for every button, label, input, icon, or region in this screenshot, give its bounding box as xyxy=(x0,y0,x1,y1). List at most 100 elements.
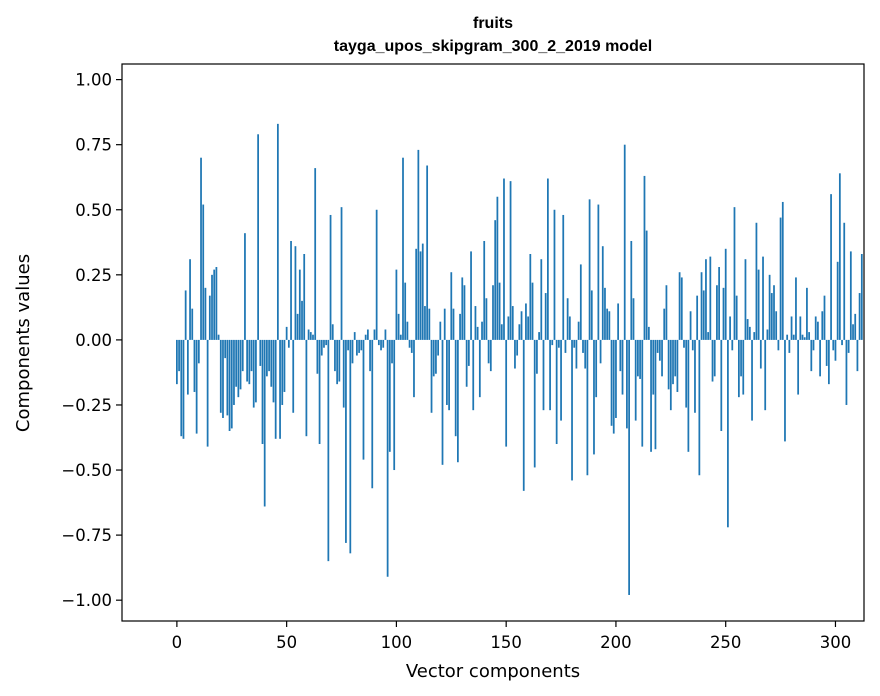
bar xyxy=(204,287,207,340)
bar xyxy=(489,339,492,372)
bar xyxy=(694,339,696,413)
bar xyxy=(338,339,341,382)
bar xyxy=(733,207,736,340)
bar xyxy=(349,339,352,554)
bar xyxy=(446,339,448,405)
plot-frame xyxy=(121,63,865,622)
bar xyxy=(757,269,760,340)
bar xyxy=(244,233,246,340)
bar xyxy=(667,339,670,390)
bar xyxy=(478,339,481,398)
bar xyxy=(369,339,371,372)
bar xyxy=(287,339,290,348)
bar xyxy=(806,287,808,340)
bar xyxy=(345,339,347,543)
x-tick-label: 50 xyxy=(276,633,297,652)
bar xyxy=(790,316,793,340)
bar xyxy=(432,339,435,377)
bar xyxy=(601,246,604,340)
bar xyxy=(669,339,672,411)
bar xyxy=(705,259,707,340)
bar xyxy=(689,311,692,340)
bar xyxy=(724,248,727,340)
y-tick-label: 0.50 xyxy=(75,201,112,220)
y-axis-label: Components values xyxy=(13,254,34,432)
bar xyxy=(507,316,510,340)
bar xyxy=(564,339,567,353)
bar xyxy=(716,285,718,340)
bar xyxy=(823,295,826,340)
bar xyxy=(810,339,813,372)
y-tick-label: −0.50 xyxy=(61,461,112,480)
x-tick-label: 100 xyxy=(381,633,413,652)
bar xyxy=(323,339,325,348)
bar xyxy=(575,339,578,369)
bar xyxy=(492,285,494,340)
bar xyxy=(516,339,519,356)
bar xyxy=(250,339,253,372)
chart-title: fruits xyxy=(473,15,513,32)
bar xyxy=(628,339,630,595)
bar xyxy=(621,339,624,395)
bar xyxy=(812,339,815,351)
bar xyxy=(788,339,791,353)
bar xyxy=(746,319,749,340)
bar xyxy=(737,339,740,398)
x-tick-label: 200 xyxy=(600,633,632,652)
bar xyxy=(239,339,242,390)
y-tick-label: 0.75 xyxy=(75,136,112,155)
bar xyxy=(226,339,229,416)
bar xyxy=(246,339,249,382)
bar xyxy=(762,256,764,340)
bar xyxy=(222,339,224,418)
bar xyxy=(634,339,637,421)
bar xyxy=(781,201,784,340)
bar xyxy=(832,339,835,351)
bar xyxy=(779,217,782,340)
bar xyxy=(206,339,209,447)
bar xyxy=(590,290,593,340)
x-axis-ticks: 0 50 100 150 200 250 300 xyxy=(172,621,851,652)
bar xyxy=(237,339,240,398)
bar xyxy=(718,267,720,340)
bar xyxy=(533,339,536,468)
bar xyxy=(663,308,666,340)
bar xyxy=(654,339,657,450)
bar xyxy=(327,339,330,562)
bar xyxy=(560,339,562,421)
bar xyxy=(830,194,832,340)
bar xyxy=(817,321,819,340)
bar xyxy=(856,339,859,372)
bar xyxy=(373,329,376,340)
bar xyxy=(672,339,674,385)
bar xyxy=(325,339,328,346)
bar xyxy=(814,316,817,340)
bar xyxy=(547,178,549,340)
bar xyxy=(784,339,786,442)
bar xyxy=(470,251,472,340)
bar xyxy=(334,339,336,372)
bar xyxy=(483,240,486,340)
bar xyxy=(685,339,688,408)
bar xyxy=(371,339,374,489)
bar xyxy=(775,311,778,340)
y-axis-ticks: 1.00 0.75 0.50 0.25 0.00 −0.25 −0.50 −0.75 −1.00 xyxy=(61,71,122,610)
bar xyxy=(393,339,396,471)
bar xyxy=(366,329,369,340)
x-tick-label: 250 xyxy=(710,633,742,652)
bar xyxy=(450,272,453,340)
bar xyxy=(428,308,431,340)
bar xyxy=(766,329,769,340)
bar xyxy=(292,339,295,413)
bar xyxy=(430,339,433,413)
bar xyxy=(404,282,407,340)
bar xyxy=(362,339,365,460)
bar xyxy=(274,339,277,439)
bar xyxy=(740,339,742,377)
bar xyxy=(518,324,521,340)
bar xyxy=(702,290,705,340)
bar xyxy=(858,293,861,340)
bar xyxy=(314,168,317,340)
